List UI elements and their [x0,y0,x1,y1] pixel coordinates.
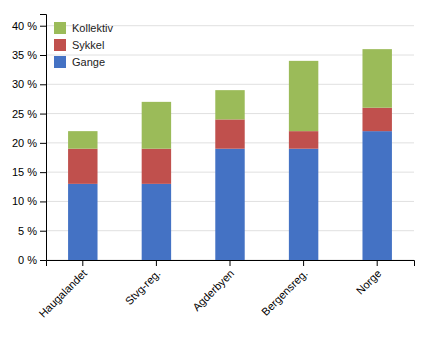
bar [215,149,244,260]
y-tick-mark [40,114,46,115]
bar [68,184,97,260]
x-tick-mark [303,260,304,266]
x-axis-line [47,261,415,267]
x-tick-mark [230,260,231,266]
legend-item: Gange [54,56,105,68]
bar [289,131,318,149]
bar [362,49,391,108]
x-tick-label: Agderbyen [190,267,236,313]
y-tick-mark [40,55,46,56]
grid-line [46,84,414,85]
y-tick: 0 % [18,254,46,266]
bar [142,149,171,184]
y-tick: 5 % [18,225,46,237]
x-tick: Norge [354,260,384,297]
x-tick-label: Norge [354,267,384,297]
y-tick-label: 25 % [12,108,37,120]
y-tick-mark [40,260,46,261]
bar [362,108,391,131]
y-tick: 15 % [12,166,46,178]
bar [142,102,171,149]
legend-label: Sykkel [72,39,104,51]
y-tick: 10 % [12,195,46,207]
legend-swatch [54,39,66,51]
y-tick-label: 15 % [12,166,37,178]
x-tick-label: Bergensreg. [259,267,310,318]
x-tick-mark [156,260,157,266]
series [68,131,392,260]
y-tick: 35 % [12,49,46,61]
bar [289,61,318,131]
x-tick: Stvg-reg. [123,260,163,307]
y-tick: 40 % [12,20,46,32]
y-tick-label: 5 % [18,225,37,237]
plot: 0 % 5 % 10 % 15 % 20 % 25 % 30 % 35 % 40 % Haugal… [12,15,415,320]
x-tick-label: Stvg-reg. [123,267,163,307]
legend-swatch [54,56,66,68]
bar [362,131,391,260]
y-tick-mark [40,143,46,144]
legend-swatch [54,22,66,34]
bar [289,149,318,260]
legend-item: Kollektiv [54,22,113,34]
y-axis: 0 % 5 % 10 % 15 % 20 % 25 % 30 % 35 % 40 % [12,15,47,267]
y-tick: 25 % [12,108,46,120]
bar [68,131,97,149]
y-tick-label: 10 % [12,195,37,207]
legend: Kollektiv Sykkel Gange [54,22,113,68]
y-tick-mark [40,231,46,232]
y-tick-mark [40,26,46,27]
bars [68,49,392,260]
y-axis-line [40,15,47,261]
grid [46,26,414,260]
bar [68,149,97,184]
x-tick: Bergensreg. [259,260,310,318]
series [68,49,392,149]
x-tick-label: Haugalandet [36,267,89,320]
x-tick-mark [377,260,378,266]
legend-label: Kollektiv [72,22,113,34]
legend-item: Sykkel [54,39,104,51]
x-tick-mark [82,260,83,266]
legend-label: Gange [72,56,105,68]
bar [215,90,244,119]
bar [215,119,244,148]
y-tick-label: 30 % [12,78,37,90]
y-tick-mark [40,84,46,85]
y-tick-label: 20 % [12,137,37,149]
y-tick-label: 0 % [18,254,37,266]
chart: 0 % 5 % 10 % 15 % 20 % 25 % 30 % 35 % 40 % Haugal… [0,0,428,338]
x-tick: Haugalandet [36,260,89,320]
y-tick-label: 40 % [12,20,37,32]
y-tick-label: 35 % [12,49,37,61]
y-tick: 30 % [12,78,46,90]
y-tick-mark [40,172,46,173]
y-tick-mark [40,201,46,202]
bar [142,184,171,260]
x-tick: Agderbyen [190,260,236,313]
y-tick: 20 % [12,137,46,149]
x-axis: Haugalandet Stvg-reg. Agderbyen Bergensreg.… [36,260,414,320]
